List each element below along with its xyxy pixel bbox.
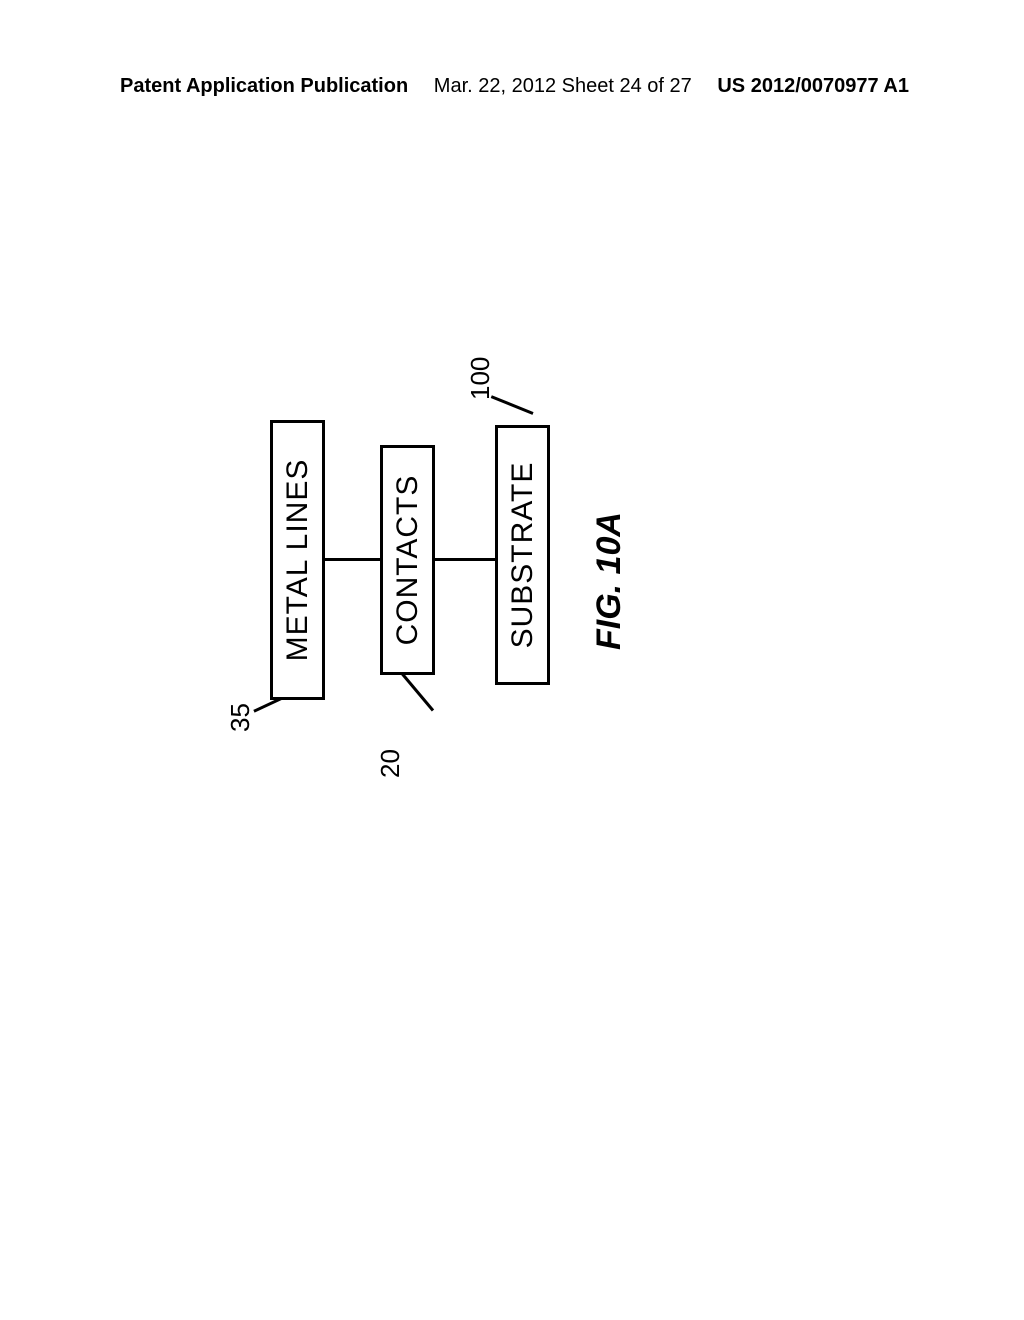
metal-lines-label: METAL LINES <box>281 459 315 662</box>
connector-metal-contacts <box>325 558 380 561</box>
connector-contacts-substrate <box>435 558 495 561</box>
contacts-box: CONTACTS <box>380 445 435 675</box>
metal-lines-box: METAL LINES <box>270 420 325 700</box>
reference-number-35: 35 <box>225 703 256 732</box>
page-header: Patent Application Publication Mar. 22, … <box>0 75 1024 98</box>
contacts-label: CONTACTS <box>391 475 425 646</box>
figure-caption: FIG. 10A <box>590 512 629 650</box>
header-patent-number: US 2012/0070977 A1 <box>717 75 909 98</box>
substrate-box: SUBSTRATE <box>495 425 550 685</box>
lead-line-20 <box>401 673 434 712</box>
header-date-sheet: Mar. 22, 2012 Sheet 24 of 27 <box>434 75 692 98</box>
lead-line-100 <box>491 395 534 415</box>
reference-number-100: 100 <box>465 357 496 400</box>
substrate-label: SUBSTRATE <box>506 462 540 649</box>
patent-diagram: 35 METAL LINES 20 CONTACTS 100 SUBSTRATE… <box>270 350 570 770</box>
header-publication-label: Patent Application Publication <box>120 75 408 98</box>
reference-number-20: 20 <box>375 749 406 778</box>
